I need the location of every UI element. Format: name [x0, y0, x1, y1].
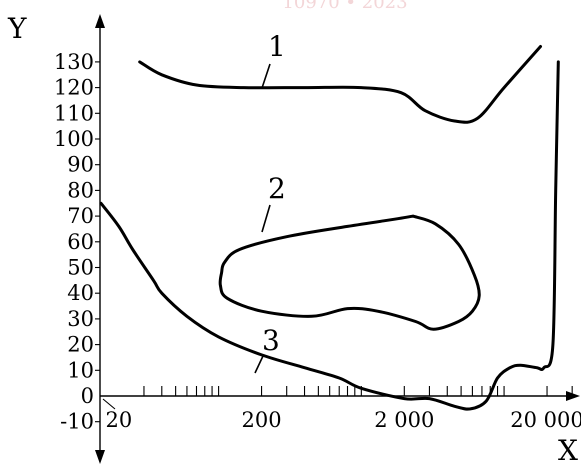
- x-axis-arrow-right: [566, 391, 580, 401]
- x-tick-label: 200: [242, 408, 282, 432]
- curve-label-1: 1: [268, 30, 286, 63]
- axes: YX: [7, 12, 580, 466]
- y-tick-label: 90: [67, 153, 94, 177]
- x-axis-ticks: 20 200 2 000 20 000: [102, 386, 581, 432]
- y-tick-label: 20: [67, 333, 94, 357]
- curve-labels: 1 2 3: [254, 30, 286, 374]
- data-curves: [99, 45, 560, 411]
- y-tick-label: 40: [67, 281, 94, 305]
- y-tick-label: -10: [60, 410, 94, 434]
- y-axis-arrow-down: [95, 450, 105, 464]
- x-origin-pointer: [102, 398, 116, 410]
- curve-1: [138, 45, 542, 124]
- watermark-text: 10970 • 2023: [282, 0, 407, 13]
- curve-3: [99, 60, 560, 411]
- y-tick-label: 60: [67, 230, 94, 254]
- y-tick-label: 0: [81, 384, 94, 408]
- curve-2: [218, 214, 481, 331]
- x-tick-label: 20: [105, 408, 132, 432]
- y-tick-label: 120: [54, 76, 94, 100]
- y-tick-label: 80: [67, 178, 94, 202]
- y-tick-label: 10: [67, 358, 94, 382]
- curve-leader-3: [254, 355, 264, 374]
- y-tick-label: 70: [67, 204, 94, 228]
- curve-leader-1: [261, 63, 271, 89]
- y-tick-label: 110: [54, 101, 94, 125]
- y-tick-label: 30: [67, 307, 94, 331]
- y-axis-title: Y: [7, 12, 27, 45]
- x-axis-title: X: [558, 434, 578, 466]
- curve-leader-2: [261, 204, 271, 233]
- x-tick-label: 20 000: [510, 408, 581, 432]
- y-tick-label: 130: [54, 50, 94, 74]
- curve-label-2: 2: [268, 172, 286, 205]
- y-tick-label: 100: [54, 127, 94, 151]
- y-axis-arrow-up: [95, 14, 105, 28]
- curve-label-3: 3: [262, 324, 280, 357]
- y-tick-label: 50: [67, 256, 94, 280]
- x-tick-label: 2 000: [374, 408, 434, 432]
